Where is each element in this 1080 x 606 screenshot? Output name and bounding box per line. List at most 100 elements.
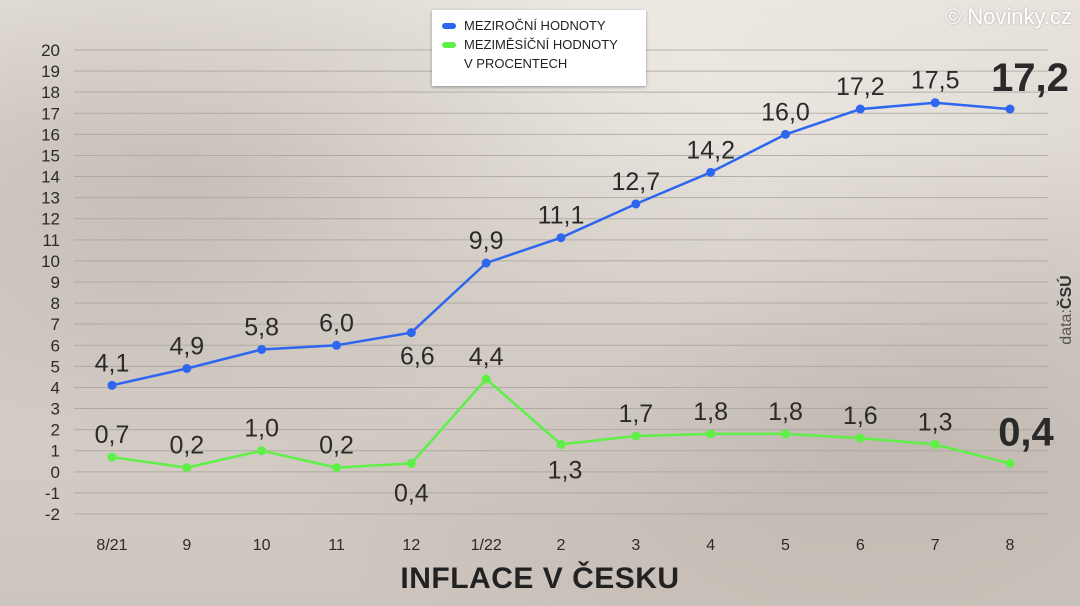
y-tick-label: 12	[41, 210, 60, 229]
x-tick-label: 12	[402, 537, 420, 554]
data-point-mom	[631, 431, 641, 441]
data-label-yoy: 6,0	[319, 309, 354, 337]
data-label-yoy: 17,2	[836, 73, 885, 101]
data-label-yoy: 12,7	[611, 168, 660, 196]
data-label-mom: 1,8	[768, 398, 803, 426]
y-tick-label: 15	[41, 146, 60, 165]
data-point-yoy	[257, 344, 267, 354]
data-point-mom	[556, 439, 566, 449]
data-point-mom	[332, 463, 341, 473]
x-tick-label: 8/21	[96, 537, 127, 554]
data-label-yoy: 14,2	[686, 136, 735, 164]
data-point-mom	[855, 433, 865, 443]
data-label-yoy: 16,0	[761, 98, 810, 126]
data-point-mom	[930, 439, 940, 449]
data-point-mom	[1005, 458, 1015, 468]
legend-item-yoy: MEZIROČNÍ HODNOTY	[442, 18, 636, 37]
data-label-mom: 0,2	[169, 432, 204, 460]
data-label-yoy: 9,9	[469, 227, 504, 255]
y-tick-label: 1	[51, 442, 60, 461]
y-tick-label: 2	[51, 421, 60, 440]
legend-label-mom: MEZIMĚSÍČNÍ HODNOTY	[464, 37, 618, 52]
y-tick-label: 20	[41, 41, 60, 60]
y-tick-label: 17	[41, 104, 60, 123]
legend-item-mom: MEZIMĚSÍČNÍ HODNOTY	[442, 37, 636, 56]
series-points	[107, 98, 1015, 473]
legend-swatch-mom	[442, 42, 456, 48]
data-point-yoy	[855, 104, 865, 114]
data-label-mom: 0,7	[95, 421, 130, 449]
data-point-yoy	[631, 199, 641, 209]
y-tick-label: 11	[42, 231, 60, 250]
data-label-mom: 1,8	[693, 398, 728, 426]
y-tick-label: 14	[41, 168, 60, 187]
data-source: data:ČSÚ	[1058, 250, 1080, 370]
y-tick-label: 18	[41, 83, 60, 102]
data-point-yoy	[182, 363, 192, 373]
y-tick-label: 8	[51, 294, 60, 313]
data-point-mom	[107, 452, 117, 462]
data-point-mom	[257, 446, 267, 456]
x-tick-label: 8	[1006, 537, 1015, 554]
x-tick-label: 3	[631, 537, 640, 554]
y-tick-label: 3	[51, 400, 60, 419]
data-label-yoy: 6,6	[400, 343, 435, 371]
data-label-mom: 1,6	[843, 402, 878, 430]
y-tick-label: 0	[51, 463, 60, 482]
data-point-yoy	[781, 129, 790, 139]
data-point-mom	[706, 429, 716, 439]
y-tick-label: 6	[51, 336, 60, 355]
data-label-mom: 0,4	[998, 410, 1054, 454]
data-label-yoy: 4,1	[95, 349, 130, 377]
y-tick-label: 19	[41, 62, 60, 81]
x-tick-label: 10	[253, 537, 271, 554]
data-labels: 4,1 4,9 5,8 6,0 6,6 9,9 11,1 12,7 14,2 16,0 17,2 17…	[95, 56, 1069, 507]
legend: MEZIROČNÍ HODNOTY MEZIMĚSÍČNÍ HODNOTY V …	[432, 10, 646, 86]
x-tick-label: 5	[781, 537, 790, 554]
data-label-yoy: 5,8	[244, 313, 279, 341]
data-label-mom: 0,2	[319, 432, 354, 460]
data-point-yoy	[706, 167, 716, 177]
data-label-yoy: 17,5	[911, 67, 960, 95]
x-tick-label: 11	[328, 537, 345, 554]
x-tick-label: 2	[557, 537, 566, 554]
data-label-mom: 1,7	[618, 400, 653, 428]
legend-note: V PROCENTECH	[464, 56, 568, 71]
data-point-mom	[781, 429, 790, 439]
y-tick-label: 4	[51, 378, 60, 397]
data-point-yoy	[107, 380, 117, 390]
legend-swatch-yoy	[442, 23, 456, 29]
y-tick-label: 5	[51, 357, 60, 376]
data-source-prefix: data:	[1058, 309, 1075, 345]
x-tick-label: 9	[182, 537, 191, 554]
x-axis-ticks: 8/21 9 10 11 12 1/22 2 3 4 5 6 7 8	[96, 537, 1014, 554]
data-label-yoy: 11,1	[538, 202, 585, 230]
data-point-mom	[182, 463, 192, 473]
data-label-mom: 1,0	[244, 415, 279, 443]
data-label-mom: 1,3	[548, 456, 583, 484]
y-tick-label: 16	[41, 125, 60, 144]
y-tick-label: 10	[41, 252, 60, 271]
data-source-name: ČSÚ	[1058, 275, 1075, 310]
data-point-mom	[481, 374, 491, 384]
y-tick-label: -2	[45, 505, 60, 524]
data-point-yoy	[1005, 104, 1015, 114]
data-label-yoy: 17,2	[991, 56, 1069, 100]
data-point-yoy	[406, 328, 416, 338]
data-point-yoy	[930, 98, 940, 108]
x-tick-label: 4	[706, 537, 715, 554]
brand-logo-text: © Novinky.cz	[944, 4, 1072, 29]
data-label-yoy: 4,9	[169, 332, 204, 360]
data-label-mom: 4,4	[469, 343, 504, 371]
data-label-mom: 1,3	[918, 408, 953, 436]
data-point-yoy	[332, 340, 341, 350]
x-tick-label: 1/22	[471, 537, 502, 554]
y-tick-label: 13	[41, 189, 60, 208]
x-tick-label: 6	[856, 537, 865, 554]
data-point-yoy	[481, 258, 491, 268]
y-tick-label: 7	[51, 315, 60, 334]
chart-title: INFLACE V ČESKU	[400, 562, 680, 595]
legend-label-yoy: MEZIROČNÍ HODNOTY	[464, 18, 606, 33]
data-label-mom: 0,4	[394, 479, 429, 507]
